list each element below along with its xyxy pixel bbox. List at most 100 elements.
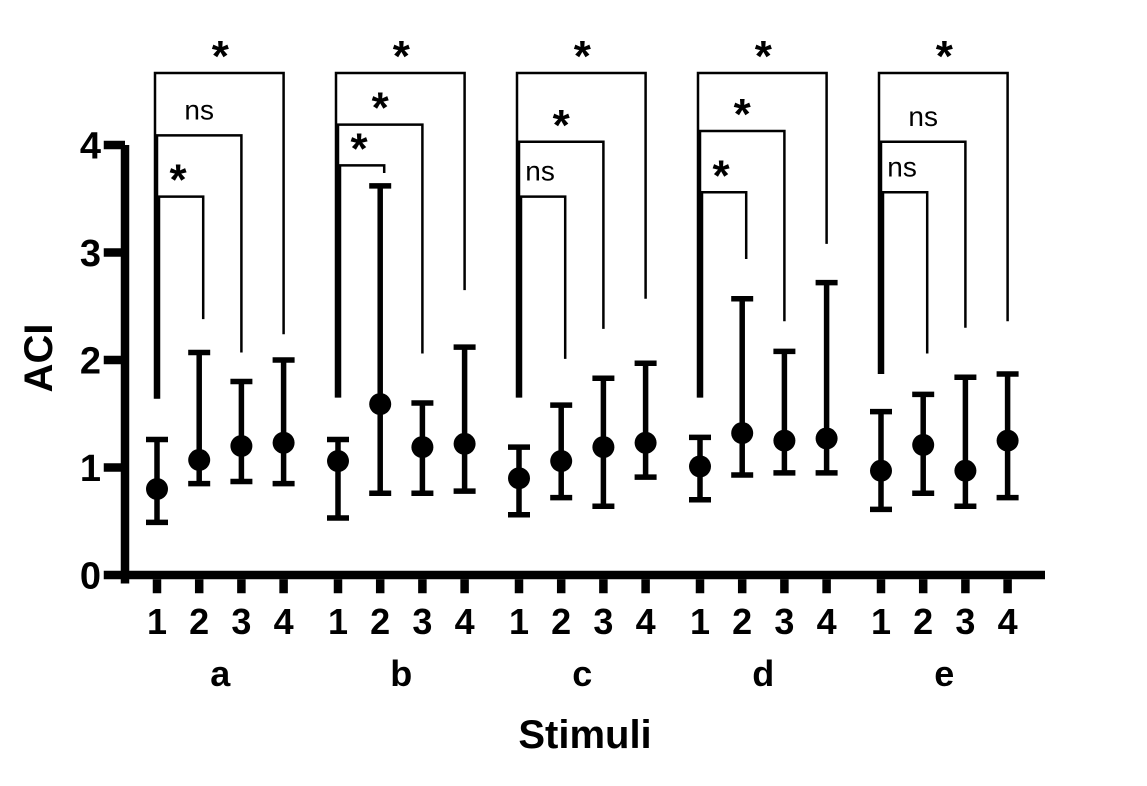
x-tick-label: 3: [231, 601, 251, 642]
sig-label-e-1-3: ns: [908, 101, 938, 132]
y-tick-label: 0: [80, 556, 101, 598]
sig-label-b-1-2: *: [351, 124, 369, 173]
x-tick-label: 3: [955, 601, 975, 642]
sig-bracket-b-1-4: [334, 71, 466, 398]
x-tick: [876, 579, 886, 594]
x-tick-label: 3: [412, 601, 432, 642]
y-tick-label: 2: [80, 341, 101, 383]
data-point-d2: [731, 422, 754, 445]
x-tick-label: 4: [274, 601, 294, 642]
sig-label-a-1-4: *: [212, 32, 230, 81]
sig-label-c-1-2: ns: [525, 156, 555, 187]
x-tick-label: 3: [774, 601, 794, 642]
sig-bracket-e-1-2: [881, 191, 929, 374]
x-tick: [641, 579, 650, 594]
x-tick: [780, 579, 789, 594]
data-point-e1: [870, 459, 892, 482]
data-point-d4: [815, 427, 838, 450]
x-tick: [152, 579, 162, 594]
x-tick-label: 1: [690, 601, 710, 642]
sig-label-d-1-2: *: [713, 151, 731, 200]
x-tick-label: 2: [732, 601, 752, 642]
sig-bracket-c-1-2: [519, 195, 567, 398]
sig-bracket-b-1-2: [338, 164, 386, 398]
x-tick: [514, 579, 524, 594]
data-point-b1: [327, 450, 349, 473]
group-label-c: c: [572, 653, 592, 694]
sig-bracket-e-1-4: [877, 71, 1009, 374]
data-point-c1: [508, 467, 530, 490]
y-tick: [103, 140, 125, 150]
sig-label-c-1-4: *: [574, 32, 592, 81]
x-tick-label: 1: [147, 601, 167, 642]
x-tick-label: 2: [551, 601, 571, 642]
sig-label-b-1-3: *: [372, 84, 390, 133]
sig-label-a-1-3: ns: [184, 94, 214, 125]
x-tick-label: 4: [636, 601, 656, 642]
data-point-a1: [146, 478, 168, 500]
data-point-a4: [272, 431, 295, 454]
y-tick: [103, 355, 125, 365]
data-point-d1: [689, 455, 711, 478]
sig-bracket-d-1-3: [698, 129, 786, 398]
data-point-b3: [411, 436, 434, 459]
x-tick-label: 1: [509, 601, 529, 642]
y-tick: [103, 570, 125, 580]
x-axis-line: [120, 570, 1045, 580]
x-tick: [737, 579, 747, 594]
x-tick: [460, 579, 469, 594]
y-tick-label: 4: [80, 126, 101, 168]
x-axis-title: Stimuli: [518, 713, 651, 757]
x-tick-label: 4: [455, 601, 475, 642]
group-label-e: e: [934, 653, 954, 694]
sig-bracket-b-1-3: [336, 123, 424, 398]
x-tick: [375, 579, 385, 594]
sig-bracket-c-1-3: [517, 140, 605, 398]
x-tick-label: 2: [189, 601, 209, 642]
data-point-c3: [592, 436, 615, 459]
y-tick: [103, 463, 125, 472]
sig-label-c-1-3: *: [553, 101, 571, 150]
sig-bracket-d-1-4: [696, 71, 828, 398]
group-label-b: b: [390, 653, 412, 694]
x-tick: [1003, 579, 1012, 594]
group-label-a: a: [210, 653, 231, 694]
x-tick-label: 2: [370, 601, 390, 642]
data-point-b2: [369, 393, 392, 416]
x-tick-label: 1: [871, 601, 891, 642]
sig-label-e-1-2: ns: [887, 151, 917, 182]
x-tick: [418, 579, 427, 594]
sig-bracket-a-1-3: [155, 134, 243, 399]
x-tick: [695, 579, 705, 594]
data-point-d3: [773, 429, 796, 452]
x-tick-label: 2: [913, 601, 933, 642]
sig-label-b-1-4: *: [393, 32, 411, 81]
x-tick: [961, 579, 970, 594]
group-label-d: d: [752, 653, 774, 694]
x-tick: [599, 579, 608, 594]
sig-bracket-c-1-4: [515, 71, 647, 398]
x-tick: [918, 579, 928, 594]
sig-label-d-1-4: *: [755, 32, 773, 81]
sig-label-e-1-4: *: [936, 32, 954, 81]
data-point-e2: [912, 433, 935, 456]
y-tick-label: 1: [80, 448, 101, 490]
sig-label-d-1-3: *: [734, 90, 752, 139]
data-point-a2: [188, 448, 211, 471]
x-tick-label: 4: [998, 601, 1018, 642]
sig-bracket-e-1-3: [879, 140, 967, 374]
x-tick: [333, 579, 343, 594]
x-tick: [556, 579, 566, 594]
data-point-a3: [230, 435, 253, 457]
sig-bracket-a-1-4: [153, 71, 285, 399]
y-tick: [103, 248, 125, 257]
x-tick: [194, 579, 204, 594]
x-tick: [237, 579, 246, 594]
x-tick-label: 3: [593, 601, 613, 642]
data-point-e4: [996, 429, 1019, 452]
sig-bracket-d-1-2: [700, 191, 748, 398]
data-point-c2: [550, 450, 573, 473]
